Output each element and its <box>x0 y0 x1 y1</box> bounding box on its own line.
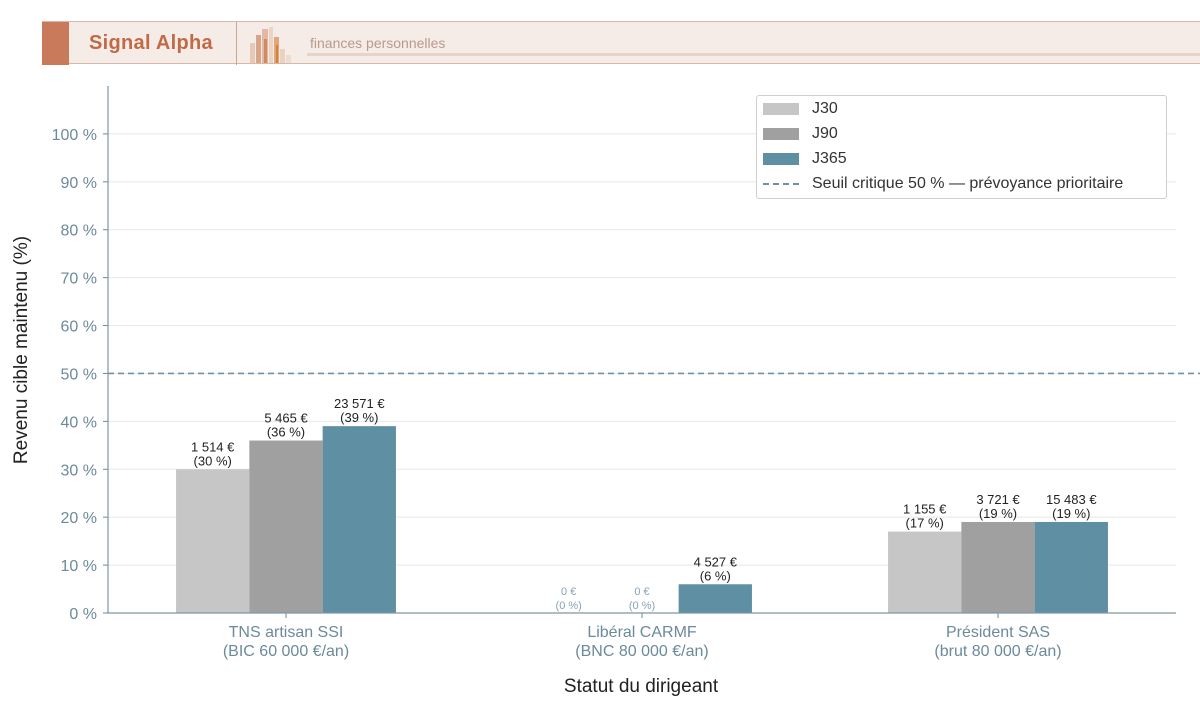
bar-j30 <box>888 531 962 613</box>
legend-label-j30: J30 <box>812 100 838 117</box>
legend-dash-threshold <box>763 183 799 185</box>
data-label-percent: (19 %) <box>979 506 1017 521</box>
y-tick-label: 90 % <box>61 175 97 192</box>
legend-label-threshold: Seuil critique 50 % — prévoyance priorit… <box>812 175 1124 192</box>
data-label-amount: 1 155 € <box>903 502 947 517</box>
data-label-percent: (6 %) <box>700 568 731 583</box>
city-skyline-logo-icon <box>250 27 291 63</box>
y-tick-label: 60 % <box>61 319 97 336</box>
x-axis-title: Statut du dirigeant <box>564 676 719 697</box>
legend-swatch-j365 <box>763 153 799 165</box>
y-tick-label: 70 % <box>61 271 97 288</box>
bar-j365 <box>678 584 752 613</box>
y-tick-label: 80 % <box>61 223 97 240</box>
legend-label-j365: J365 <box>812 150 847 167</box>
bar-j90 <box>961 521 1035 613</box>
data-label-percent: (17 %) <box>906 516 944 531</box>
data-label-amount: 4 527 € <box>694 554 738 569</box>
brand-header: Signal Alpha finances personnelles <box>42 21 1200 65</box>
y-tick-label: 40 % <box>61 414 97 431</box>
data-label-percent: (30 %) <box>194 453 232 468</box>
y-tick-label: 0 % <box>69 606 97 623</box>
data-label-amount: 15 483 € <box>1046 492 1097 507</box>
data-label-percent: (39 %) <box>340 410 378 425</box>
bar-j90 <box>249 440 323 613</box>
bar-j30 <box>176 469 250 613</box>
data-label-percent: (36 %) <box>267 425 305 440</box>
legend-item-j365: J365 <box>763 148 847 170</box>
data-label-amount: 5 465 € <box>264 411 308 426</box>
legend-swatch-j30 <box>763 103 799 115</box>
legend-item-threshold: Seuil critique 50 % — prévoyance priorit… <box>763 173 1123 195</box>
bar-j365 <box>322 426 396 613</box>
legend-swatch-j90 <box>763 128 799 140</box>
data-label-amount: 23 571 € <box>334 396 385 411</box>
data-label-amount: 0 € <box>561 586 576 598</box>
data-label-percent: (0 %) <box>629 600 655 612</box>
legend-label-j90: J90 <box>812 125 838 142</box>
data-label-percent: (19 %) <box>1052 506 1090 521</box>
data-label-amount: 1 514 € <box>191 439 235 454</box>
bar-j365 <box>1034 521 1108 613</box>
data-label-amount: 3 721 € <box>976 492 1020 507</box>
data-label-percent: (0 %) <box>556 600 582 612</box>
y-tick-label: 50 % <box>61 366 97 383</box>
data-label-amount: 0 € <box>634 586 649 598</box>
brand-color-swatch <box>42 22 69 65</box>
x-tick-label: TNS artisan SSI <box>229 624 344 641</box>
x-tick-label: (brut 80 000 €/an) <box>934 643 1061 660</box>
y-tick-label: 20 % <box>61 510 97 527</box>
brand-tagline: finances personnelles <box>310 35 446 51</box>
y-tick-label: 100 % <box>52 127 97 144</box>
brand-name: Signal Alpha <box>89 32 213 54</box>
x-tick-label: (BNC 80 000 €/an) <box>575 643 708 660</box>
x-tick-label: Président SAS <box>946 624 1050 641</box>
x-tick-label: (BIC 60 000 €/an) <box>223 643 349 660</box>
chart-legend: J30 J90 J365 Seuil critique 50 % — prévo… <box>756 95 1167 199</box>
y-tick-label: 30 % <box>61 462 97 479</box>
brand-separator <box>236 22 237 65</box>
legend-item-j30: J30 <box>763 98 838 120</box>
legend-item-j90: J90 <box>763 123 838 145</box>
x-tick-label: Libéral CARMF <box>587 624 697 641</box>
y-tick-label: 10 % <box>61 558 97 575</box>
brand-underline <box>307 53 1200 56</box>
y-axis-title: Revenu cible maintenu (%) <box>11 236 32 464</box>
